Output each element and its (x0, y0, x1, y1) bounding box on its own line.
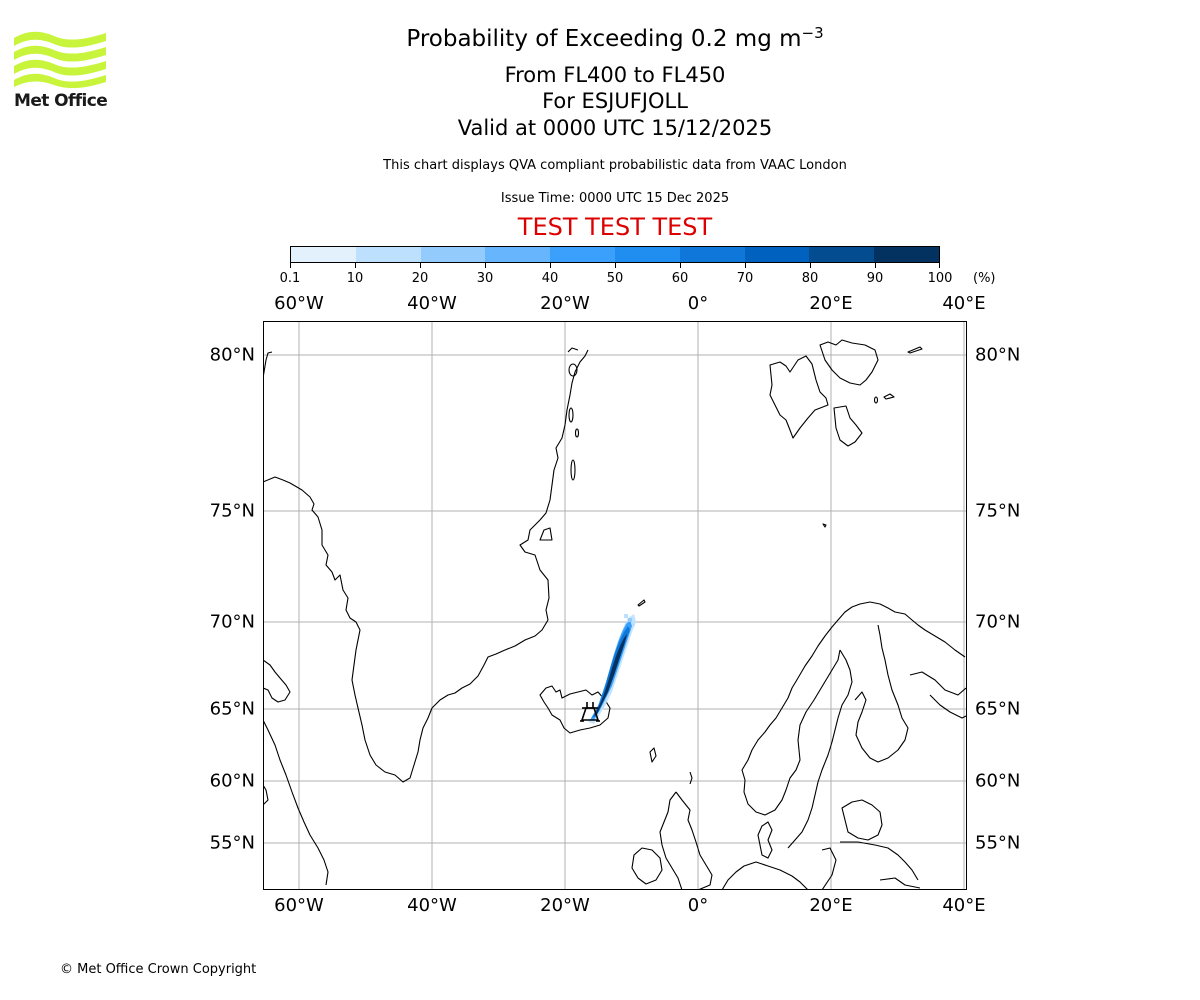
title-main: Probability of Exceeding 0.2 mg m (406, 26, 802, 52)
colorbar-tick (810, 263, 811, 268)
volcano-name: For ESJUFJOLL (542, 89, 688, 113)
valid-time: Valid at 0000 UTC 15/12/2025 (457, 116, 773, 140)
colorbar-segment (291, 247, 356, 262)
colorbar-tick (875, 263, 876, 268)
colorbar-tick (485, 263, 486, 268)
colorbar-segment (485, 247, 551, 262)
colorbar-tick (745, 263, 746, 268)
flight-level-range: From FL400 to FL450 (504, 63, 726, 87)
colorbar-segment (744, 247, 810, 262)
lon-label-bottom: 20°W (540, 895, 590, 916)
colorbar-tick (939, 263, 940, 268)
colorbar-tick-label: 50 (606, 271, 624, 286)
lon-label-bottom: 0° (687, 895, 709, 916)
colorbar-segment (355, 247, 421, 262)
lon-label-bottom: 40°W (407, 895, 457, 916)
colorbar (290, 246, 940, 263)
issue-time: Issue Time: 0000 UTC 15 Dec 2025 (500, 191, 730, 206)
lon-label-top: 20°W (540, 293, 590, 314)
colorbar-tick-label: 100 (927, 271, 953, 286)
lat-label-right: 80°N (975, 344, 1021, 366)
colorbar-segment (614, 247, 680, 262)
colorbar-tick (680, 263, 681, 268)
copyright-footer: © Met Office Crown Copyright (60, 962, 257, 977)
lat-label-left: 75°N (209, 500, 255, 522)
test-banner: TEST TEST TEST (517, 213, 713, 241)
lon-label-top: 40°W (407, 293, 457, 314)
colorbar-tick-label: 60 (671, 271, 689, 286)
colorbar-tick (550, 263, 551, 268)
lon-label-bottom: 20°E (809, 895, 853, 916)
coastlines (264, 339, 966, 889)
chart-description: This chart displays QVA compliant probab… (383, 158, 847, 173)
lon-label-top: 60°W (274, 293, 324, 314)
colorbar-tick (420, 263, 421, 268)
colorbar-tick-label: 0.1 (279, 271, 301, 286)
colorbar-tick (355, 263, 356, 268)
graticule (264, 322, 966, 889)
lon-label-bottom: 60°W (274, 895, 324, 916)
colorbar-unit: (%) (973, 271, 996, 286)
lat-label-right: 70°N (975, 611, 1021, 633)
lon-label-top: 0° (687, 293, 709, 314)
lat-label-right: 65°N (975, 698, 1021, 720)
volcano-icon (580, 702, 600, 722)
colorbar-tick-label: 20 (411, 271, 429, 286)
lat-label-left: 80°N (209, 344, 255, 366)
colorbar-segment (420, 247, 486, 262)
chart-title: Probability of Exceeding 0.2 mg m−3 (300, 24, 930, 52)
lon-label-top: 40°E (942, 293, 986, 314)
lat-label-right: 60°N (975, 770, 1021, 792)
colorbar-segment (550, 247, 615, 262)
met-office-logo: Met Office (14, 30, 108, 112)
ash-plume (588, 614, 636, 724)
lat-label-left: 60°N (209, 770, 255, 792)
lon-label-bottom: 40°E (942, 895, 986, 916)
colorbar-segment (874, 247, 939, 262)
colorbar-tick-label: 40 (541, 271, 559, 286)
colorbar-tick (615, 263, 616, 268)
lat-label-left: 55°N (209, 832, 255, 854)
title-superscript: −3 (801, 24, 824, 42)
colorbar-tick-label: 80 (801, 271, 819, 286)
colorbar-tick-label: 30 (476, 271, 494, 286)
lon-label-top: 20°E (809, 293, 853, 314)
lat-label-right: 75°N (975, 500, 1021, 522)
colorbar-segment (679, 247, 745, 262)
lat-label-left: 65°N (209, 698, 255, 720)
colorbar-tick-label: 10 (346, 271, 364, 286)
logo-text: Met Office (14, 91, 108, 111)
colorbar-tick-label: 70 (736, 271, 754, 286)
colorbar-segment (809, 247, 875, 262)
met-office-waves-icon (14, 31, 106, 89)
map-panel[interactable] (263, 321, 967, 890)
colorbar-tick-label: 90 (866, 271, 884, 286)
colorbar-tick (290, 263, 291, 268)
lat-label-left: 70°N (209, 611, 255, 633)
map-canvas (264, 322, 966, 889)
lat-label-right: 55°N (975, 832, 1021, 854)
